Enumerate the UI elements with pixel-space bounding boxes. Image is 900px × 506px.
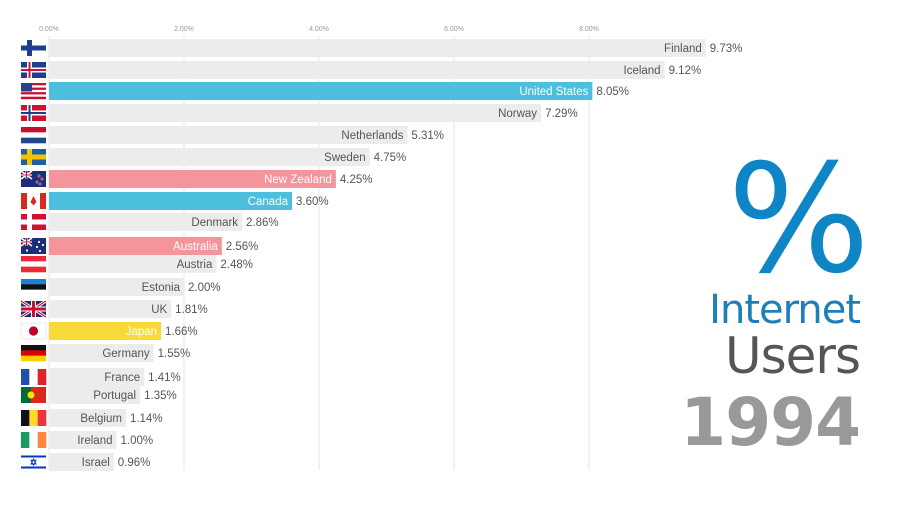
category-label: Israel xyxy=(82,457,110,469)
category-label: Australia xyxy=(173,241,218,253)
value-label: 5.31% xyxy=(411,130,444,142)
category-label: New Zealand xyxy=(264,174,332,186)
category-label: Canada xyxy=(248,196,289,208)
bar-australia xyxy=(49,237,222,255)
israel-flag-icon xyxy=(21,454,46,470)
value-label: 2.86% xyxy=(246,217,279,229)
sweden-flag-icon xyxy=(21,149,46,165)
austria-flag-icon xyxy=(21,256,46,273)
bar-estonia xyxy=(49,278,184,296)
value-label: 1.00% xyxy=(121,435,154,447)
category-label: Estonia xyxy=(142,282,181,294)
estonia-flag-icon xyxy=(21,279,46,296)
iceland-flag-icon xyxy=(21,62,46,78)
category-label: Sweden xyxy=(324,152,366,164)
category-label: Belgium xyxy=(80,413,122,425)
category-label: Iceland xyxy=(624,65,661,77)
netherlands-flag-icon xyxy=(21,127,46,144)
france-flag-icon xyxy=(21,369,47,385)
category-label: Netherlands xyxy=(341,130,403,142)
bar-portugal xyxy=(49,386,141,404)
category-label: Denmark xyxy=(191,217,238,229)
category-label: United States xyxy=(519,86,588,98)
value-label: 1.55% xyxy=(158,348,191,360)
bar-germany xyxy=(49,344,154,362)
bar-netherlands xyxy=(49,126,408,144)
bar-sweden xyxy=(49,148,370,166)
bar-iceland xyxy=(49,61,665,79)
bar-france xyxy=(49,368,145,386)
flags xyxy=(20,40,47,470)
portugal-flag-icon xyxy=(21,387,46,403)
australia-flag-icon xyxy=(20,237,46,254)
category-label: Germany xyxy=(102,348,150,360)
category-label: Japan xyxy=(126,326,157,338)
value-label: 1.35% xyxy=(144,390,177,402)
x-tick-label: 0.00% xyxy=(39,26,59,33)
x-tick-label: 2.00% xyxy=(174,26,194,33)
finland-flag-icon xyxy=(21,40,46,56)
new-zealand-flag-icon xyxy=(20,170,46,187)
bar-israel xyxy=(49,453,114,471)
bars: Finland 9.73% Iceland 9.12% United States 8.0… xyxy=(49,39,742,471)
value-label: 7.29% xyxy=(545,108,578,120)
title-block: % Internet Users 1994 xyxy=(660,145,870,461)
value-label: 1.14% xyxy=(130,413,163,425)
category-label: France xyxy=(104,372,140,384)
x-tick-label: 6.00% xyxy=(444,26,464,33)
bar-denmark xyxy=(49,213,243,231)
value-label: 3.60% xyxy=(296,196,329,208)
value-label: 1.41% xyxy=(148,372,181,384)
title-users: Users xyxy=(724,327,861,385)
bar-uk xyxy=(49,300,172,318)
title-internet: Internet xyxy=(709,287,861,333)
value-label: 0.96% xyxy=(118,457,151,469)
bar-austria xyxy=(49,255,217,273)
x-tick-label: 8.00% xyxy=(579,26,599,33)
germany-flag-icon xyxy=(21,345,46,362)
value-label: 2.00% xyxy=(188,282,221,294)
value-label: 9.12% xyxy=(669,65,702,77)
norway-flag-icon xyxy=(21,105,46,121)
value-label: 4.25% xyxy=(340,174,373,186)
value-label: 9.73% xyxy=(710,43,743,55)
belgium-flag-icon xyxy=(21,410,47,426)
bar-norway xyxy=(49,104,542,122)
value-label: 4.75% xyxy=(374,152,407,164)
value-label: 1.81% xyxy=(175,304,208,316)
bar-new-zealand xyxy=(49,170,336,188)
denmark-flag-icon xyxy=(21,214,46,230)
japan-flag-icon xyxy=(20,322,47,340)
bar-finland xyxy=(49,39,706,57)
value-label: 8.05% xyxy=(596,86,629,98)
year-label: 1994 xyxy=(680,384,861,461)
category-label: Austria xyxy=(177,259,213,271)
canada-flag-icon xyxy=(21,193,46,209)
x-axis-ticks: 0.00% 2.00% 4.00% 6.00% 8.00% xyxy=(39,26,599,33)
ireland-flag-icon xyxy=(21,432,47,448)
value-label: 2.48% xyxy=(220,259,253,271)
uk-flag-icon xyxy=(20,299,47,319)
bar-united-states xyxy=(49,82,593,100)
usa-flag-icon xyxy=(21,83,46,100)
value-label: 2.56% xyxy=(226,241,259,253)
bar-ireland xyxy=(49,431,117,449)
bar-belgium xyxy=(49,409,126,427)
category-label: Ireland xyxy=(77,435,112,447)
category-label: Finland xyxy=(664,43,702,55)
category-label: Portugal xyxy=(93,390,136,402)
x-tick-label: 4.00% xyxy=(309,26,329,33)
value-label: 1.66% xyxy=(165,326,198,338)
bar-canada xyxy=(49,192,292,210)
bar-japan xyxy=(49,322,162,340)
percent-symbol: % xyxy=(727,133,870,307)
category-label: Norway xyxy=(498,108,537,120)
category-label: UK xyxy=(151,304,167,316)
